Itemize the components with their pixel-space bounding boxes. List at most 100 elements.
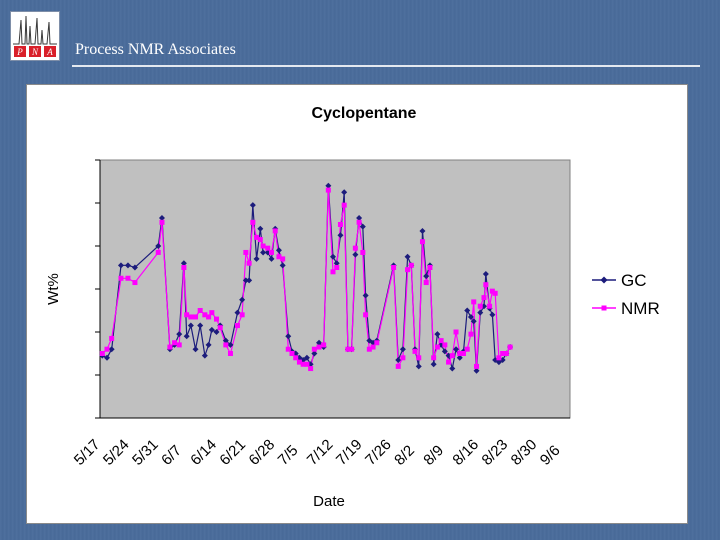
gc-point — [325, 182, 332, 189]
gc-point — [222, 337, 229, 344]
gc-point — [253, 255, 260, 262]
nmr-point — [260, 243, 266, 249]
nmr-point — [202, 312, 208, 318]
gc-point — [467, 313, 474, 320]
nmr-point — [300, 361, 306, 367]
y-axis-label: Wt% — [45, 273, 62, 305]
gc-point — [359, 223, 366, 230]
gc-point — [441, 348, 448, 355]
nmr-point — [276, 254, 282, 260]
gc-point — [187, 322, 194, 329]
nmr-point — [265, 245, 271, 251]
nmr-point — [366, 346, 372, 352]
nmr-point — [181, 265, 187, 270]
gc-point — [155, 243, 162, 249]
nmr-point — [352, 245, 358, 251]
gc-point — [489, 311, 496, 318]
nmr-point — [184, 312, 190, 318]
nmr-point — [405, 267, 411, 273]
gc-point — [399, 346, 406, 353]
gc-point — [197, 322, 204, 329]
nmr-point — [474, 363, 480, 369]
x-tick-label: 6/21 — [216, 436, 249, 469]
x-tick-label: 7/5 — [275, 442, 302, 469]
gc-point — [330, 253, 336, 260]
legend-label-nmr: NMR — [621, 299, 660, 318]
nmr-point — [268, 249, 274, 255]
logo-letter-box-n — [29, 46, 41, 57]
gc-point — [423, 273, 430, 280]
brand-name: Process NMR Associates — [75, 41, 236, 58]
nmr-point — [155, 249, 161, 255]
nmr-point — [442, 342, 448, 348]
nmr-point — [468, 331, 474, 337]
legend-marker-nmr — [601, 305, 607, 311]
nmr-point — [99, 351, 105, 356]
gc-point — [242, 277, 249, 284]
x-axis-label: Date — [313, 493, 345, 510]
x-tick-label: 7/12 — [304, 436, 337, 469]
gc-point — [158, 215, 165, 222]
gc-point — [208, 326, 215, 333]
legend-label-gc: GC — [621, 271, 647, 290]
nmr-point — [172, 340, 178, 346]
nmr-point — [464, 346, 470, 352]
pna-logo: P N A — [10, 11, 60, 61]
nmr-point — [489, 288, 495, 294]
nmr-point — [206, 314, 212, 320]
nmr-point — [104, 346, 110, 352]
nmr-point — [250, 219, 256, 225]
nmr-point — [431, 355, 437, 361]
x-tick-label: 8/9 — [420, 442, 447, 469]
x-tick-label: 6/28 — [246, 436, 279, 469]
nmr-point — [293, 355, 299, 361]
nmr-point — [325, 187, 331, 193]
logo-letter-box-p — [14, 46, 26, 57]
gc-point — [192, 346, 199, 353]
x-tick-label: 9/6 — [537, 442, 564, 469]
gc-point — [108, 346, 115, 353]
logo-letter-a: A — [46, 47, 53, 57]
nmr-point — [188, 314, 194, 320]
nmr-point — [280, 256, 286, 262]
nmr-point — [289, 351, 295, 356]
gc-point — [415, 363, 422, 370]
nmr-point — [460, 351, 466, 356]
nmr-point — [446, 359, 452, 365]
logo-letter-box-a — [44, 46, 56, 57]
nmr-point — [453, 329, 459, 335]
nmr-point — [308, 366, 314, 372]
nmr-point — [234, 323, 240, 329]
nmr-point — [487, 303, 493, 309]
x-tick-label: 8/23 — [479, 436, 512, 469]
line-chart: Cyclopentane 5/175/245/316/7 6/146/216/28… — [45, 105, 660, 510]
gc-point — [482, 270, 489, 277]
nmr-point — [471, 299, 477, 305]
nmr-point — [481, 295, 487, 301]
x-axis-ticks: 5/175/245/316/7 6/146/216/287/5 7/127/197/… — [71, 436, 564, 469]
nmr-point — [360, 249, 366, 255]
gc-point — [117, 262, 124, 269]
nmr-point — [412, 348, 418, 354]
nmr-point — [243, 249, 249, 255]
nmr-point — [311, 346, 317, 352]
gc-point — [285, 333, 292, 340]
gc-point — [246, 277, 253, 284]
gc-point — [279, 262, 286, 269]
nmr-point — [363, 312, 369, 318]
x-tick-label: 6/14 — [187, 436, 220, 469]
gc-point — [268, 255, 275, 262]
nmr-point — [496, 355, 502, 361]
nmr-point — [438, 338, 444, 344]
x-tick-label: 8/30 — [508, 436, 541, 469]
gc-point — [234, 309, 241, 316]
nmr-point — [176, 342, 182, 348]
chart-legend: GC NMR — [592, 271, 660, 318]
gc-point — [213, 329, 220, 335]
series-layer — [99, 182, 514, 374]
nmr-point — [246, 260, 252, 266]
header-divider — [72, 65, 700, 67]
nmr-point — [125, 275, 131, 281]
nmr-point — [227, 351, 233, 356]
gc-point — [464, 307, 471, 314]
